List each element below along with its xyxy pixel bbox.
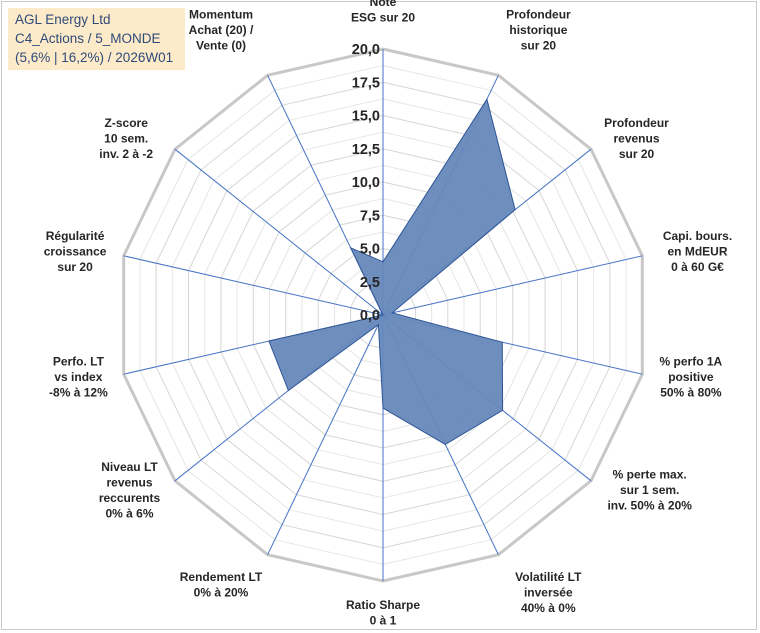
radar-tick-labels: 0,0 2,5 5,0 7,5 10,0 12,5 15,0 17,5 20,0 <box>352 42 380 324</box>
radar-axis-label-line: inv. 50% à 20% <box>607 499 692 513</box>
radar-axis-label: % perte max. sur 1 sem. inv. 50% à 20% <box>607 468 692 513</box>
radar-axis-label: Niveau LT revenus reccurents 0% à 6% <box>99 460 161 521</box>
radar-axis-label: % perfo 1A positive 50% à 80% <box>660 355 723 400</box>
radar-axis-label-line: Vente (0) <box>196 38 246 52</box>
radar-axis-label-line: vs index <box>54 370 102 384</box>
radar-axis-label-line: ESG sur 20 <box>351 11 415 25</box>
radar-spoke <box>267 314 384 555</box>
radar-axis-label-line: Profondeur <box>506 7 571 21</box>
radar-axis-label: Ratio Sharpe 0 à 1 <box>346 598 420 628</box>
radar-spoke <box>174 148 384 316</box>
radar-tick-label: 20,0 <box>352 42 380 58</box>
radar-axis-label-line: Momentum <box>189 7 253 21</box>
radar-axis-label-line: 40% à 0% <box>521 601 576 615</box>
radar-axis-labels: Note ESG sur 20 Profondeur historique sur 20… <box>44 0 732 628</box>
radar-axis-label-line: Volatilité LT <box>515 570 582 584</box>
radar-axis-label-line: Capi. bours. <box>663 229 732 243</box>
radar-axis-label-line: Z-score <box>105 116 149 130</box>
radar-tick-label: 2,5 <box>360 275 380 291</box>
radar-axis-label-line: sur 20 <box>619 147 655 161</box>
radar-tick-label: 17,5 <box>352 75 380 91</box>
radar-tick-label: 7,5 <box>360 208 380 224</box>
radar-axis-label-line: Achat (20) / <box>189 23 254 37</box>
radar-axis-label-line: Rendement LT <box>180 570 263 584</box>
radar-axis-label-line: 0% à 20% <box>194 586 249 600</box>
radar-axis-label: Capi. bours. en MdEUR 0 à 60 G€ <box>663 229 732 274</box>
radar-axis-label-line: sur 1 sem. <box>620 483 679 497</box>
radar-axis-label-line: 50% à 80% <box>660 386 722 400</box>
radar-axis-label-line: % perte max. <box>613 468 687 482</box>
radar-axis-label-line: -8% à 12% <box>49 386 108 400</box>
radar-axis-label-line: 0 à 1 <box>370 614 397 628</box>
radar-series <box>268 98 516 445</box>
radar-axis-label-line: sur 20 <box>57 260 93 274</box>
radar-tick-label: 12,5 <box>352 142 380 158</box>
radar-axis-label-line: sur 20 <box>521 38 557 52</box>
radar-axis-label-line: Profondeur <box>604 116 669 130</box>
radar-axis-label: Z-score 10 sem. inv. 2 à -2 <box>99 116 153 161</box>
radar-axis-label-line: Niveau LT <box>101 460 158 474</box>
radar-axis-label-line: reccurents <box>99 491 161 505</box>
radar-axis-label-line: 0 à 60 G€ <box>671 260 724 274</box>
radar-axis-label: Profondeur historique sur 20 <box>506 7 571 52</box>
radar-axis-label-line: positive <box>668 370 714 384</box>
chart-title-line-3: (5,6% | 16,2%) / 2026W01 <box>15 50 174 65</box>
radar-axis-label-line: Régularité <box>46 229 105 243</box>
radar-tick-label: 5,0 <box>360 242 380 258</box>
chart-title-line-2: C4_Actions / 5_MONDE <box>15 31 161 46</box>
radar-axis-label-line: en MdEUR <box>668 245 728 259</box>
radar-axis-label-line: revenus <box>106 475 152 489</box>
radar-axis-label-line: historique <box>509 23 567 37</box>
radar-axis-label: Rendement LT 0% à 20% <box>180 570 263 600</box>
radar-axis-label: Profondeur revenus sur 20 <box>604 116 669 161</box>
radar-axis-label-line: croissance <box>44 245 107 259</box>
radar-tick-label: 15,0 <box>352 109 380 125</box>
chart-title-line-1: AGL Energy Ltd <box>15 12 111 27</box>
radar-axis-label-line: 0% à 6% <box>105 506 153 520</box>
radar-axis-label-line: inv. 2 à -2 <box>99 147 153 161</box>
radar-axis-label: Perfo. LT vs index -8% à 12% <box>49 355 108 400</box>
radar-spoke <box>382 255 643 316</box>
radar-axis-label-line: Perfo. LT <box>53 355 105 369</box>
radar-axis-label: Note ESG sur 20 <box>351 0 415 25</box>
radar-axis-label-line: Note <box>370 0 397 9</box>
radar-axis-label-line: inversée <box>524 586 573 600</box>
radar-spoke <box>123 255 384 316</box>
radar-axis-label-line: revenus <box>613 131 659 145</box>
radar-axis-label: Volatilité LT inversée 40% à 0% <box>515 570 582 615</box>
radar-axis-label: Momentum Achat (20) / Vente (0) <box>189 7 254 52</box>
radar-axis-label: Régularité croissance sur 20 <box>44 229 107 274</box>
radar-tick-label: 0,0 <box>360 308 380 324</box>
radar-axis-label-line: % perfo 1A <box>660 355 723 369</box>
chart-title-box: AGL Energy Ltd C4_Actions / 5_MONDE (5,6… <box>8 8 185 70</box>
radar-axis-label-line: Ratio Sharpe <box>346 598 420 612</box>
radar-tick-label: 10,0 <box>352 175 380 191</box>
radar-series-area <box>268 98 516 445</box>
radar-axis-label-line: 10 sem. <box>104 131 148 145</box>
